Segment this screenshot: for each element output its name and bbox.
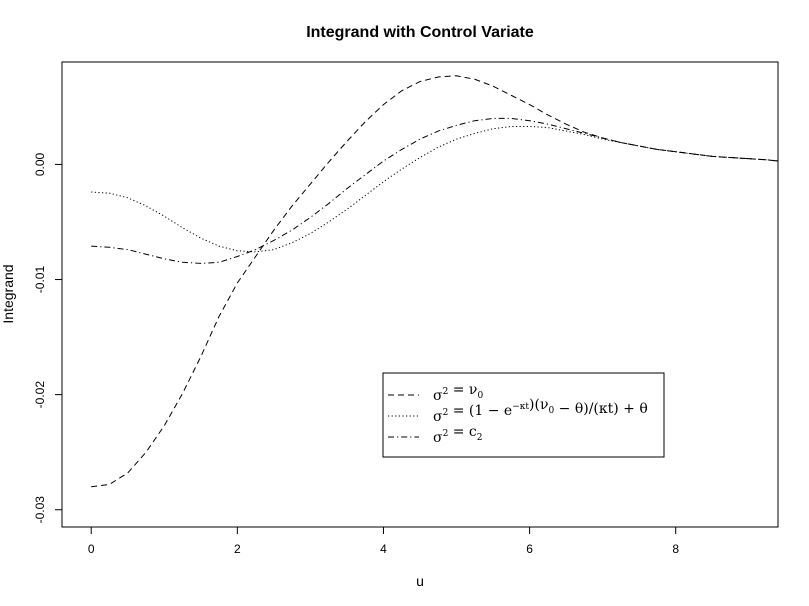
series-line-2 xyxy=(91,125,779,253)
legend-box xyxy=(382,372,665,458)
series-layer xyxy=(91,75,779,488)
y-tick-label: 0.00 xyxy=(33,152,47,176)
x-axis-label: u xyxy=(416,573,424,589)
series-line-3 xyxy=(91,117,779,264)
x-tick-label: 8 xyxy=(672,542,679,556)
y-axis: -0.03 -0.02 -0.01 0.00 xyxy=(33,152,63,524)
y-tick-label: -0.02 xyxy=(33,381,47,409)
x-tick-label: 0 xyxy=(88,542,95,556)
x-tick-label: 4 xyxy=(380,542,387,556)
x-axis: 0 2 4 6 8 xyxy=(88,526,679,556)
x-tick-label: 6 xyxy=(526,542,533,556)
legend-label-3: σ2 = c2 xyxy=(433,424,483,446)
series-line-1 xyxy=(91,75,779,488)
y-tick-label: -0.01 xyxy=(33,266,47,294)
legend-label-1: σ2 = ν0 xyxy=(433,382,483,404)
y-axis-label: Integrand xyxy=(0,264,16,323)
chart-title: Integrand with Control Variate xyxy=(306,24,534,41)
legend-label-2: σ2 = (1 − e−κt)(ν0 − θ)/(κt) + θ xyxy=(433,397,648,425)
y-tick-label: -0.03 xyxy=(33,496,47,524)
x-tick-label: 2 xyxy=(234,542,241,556)
